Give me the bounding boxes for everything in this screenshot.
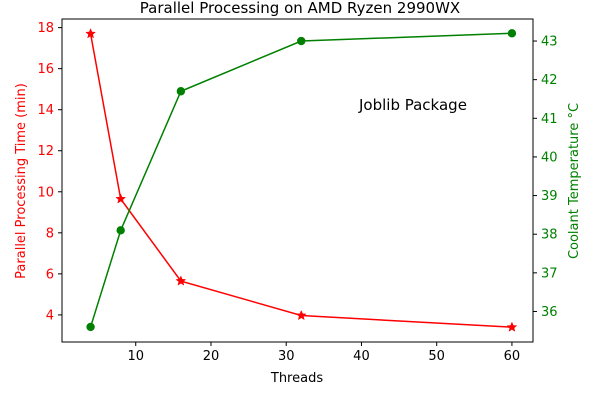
series-1-point [115, 193, 127, 204]
x-tick-label: 30 [278, 349, 295, 364]
left-y-tick-label: 8 [46, 226, 54, 241]
x-tick-label: 20 [203, 349, 220, 364]
right-y-tick-label: 37 [541, 266, 558, 281]
left-y-tick-label: 4 [46, 308, 54, 323]
right-y-tick-label: 36 [541, 305, 558, 320]
right-y-axis-label: Coolant Temperature °C [567, 103, 582, 259]
x-tick-label: 40 [353, 349, 370, 364]
axes: 10 20 30 40 50 60 4 6 8 10 12 14 16 18 36 37 38 39 40 41 42 4… [37, 18, 558, 364]
series-2-point [507, 29, 517, 38]
left-y-tick-label: 12 [37, 144, 54, 159]
chart-annotation: Joblib Package [358, 96, 467, 114]
left-y-tick-label: 6 [46, 267, 54, 282]
x-axis-label: Threads [270, 371, 323, 386]
right-y-tick-label: 38 [541, 228, 558, 243]
x-tick-label: 10 [127, 349, 144, 364]
series-1-point [175, 275, 187, 286]
left-y-tick-label: 14 [37, 103, 54, 118]
left-y-tick-label: 10 [37, 185, 54, 200]
series-1-point [506, 321, 518, 332]
series-1-point [295, 309, 307, 321]
x-tick-label: 50 [428, 349, 445, 364]
series-2-point [176, 87, 186, 96]
series-2-point [297, 36, 306, 46]
series-1-line [89, 33, 512, 328]
right-y-tick-label: 41 [541, 112, 558, 127]
series-2-line [89, 32, 512, 328]
plot-area [85, 28, 518, 332]
plot-frame [61, 18, 534, 343]
series-2-point [116, 226, 125, 235]
left-y-tick-label: 16 [37, 62, 54, 77]
series-2-point [86, 322, 95, 332]
left-y-tick-label: 18 [37, 21, 54, 36]
right-y-tick-label: 43 [541, 35, 558, 50]
x-tick-label: 60 [504, 349, 521, 364]
right-y-tick-label: 39 [541, 189, 558, 204]
series-1-point [85, 28, 96, 39]
right-y-tick-label: 40 [541, 150, 558, 165]
chart-title: Parallel Processing on AMD Ryzen 2990WX [140, 0, 460, 17]
left-y-axis-label: Parallel Processing Time (min) [14, 83, 29, 279]
right-y-tick-label: 42 [541, 73, 558, 88]
